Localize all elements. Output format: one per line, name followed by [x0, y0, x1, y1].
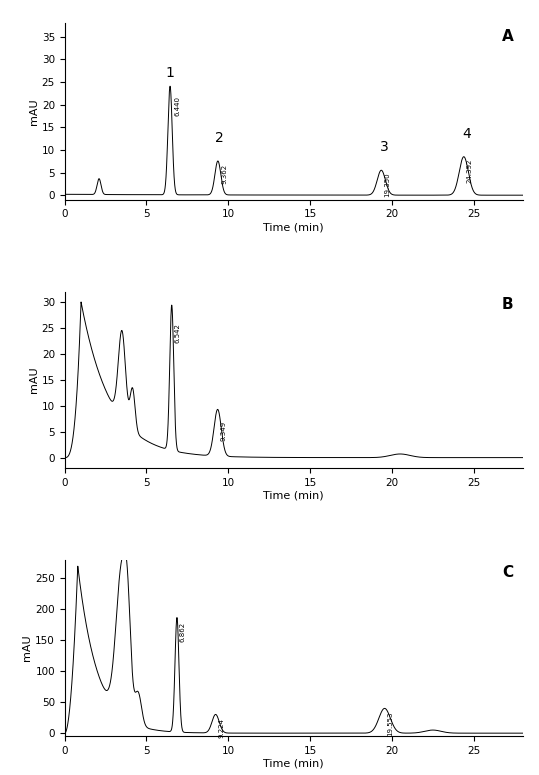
Text: 6.862: 6.862: [179, 622, 185, 642]
Text: 4: 4: [462, 127, 472, 141]
X-axis label: Time (min): Time (min): [264, 759, 324, 769]
Text: 9.349: 9.349: [220, 422, 226, 442]
Text: 6.440: 6.440: [174, 95, 180, 115]
Text: 9.362: 9.362: [221, 164, 227, 184]
Text: 19.553: 19.553: [387, 711, 393, 736]
Text: 24.392: 24.392: [466, 159, 472, 184]
Y-axis label: mAU: mAU: [29, 367, 39, 393]
Text: 19.350: 19.350: [384, 173, 391, 197]
Text: 1: 1: [165, 66, 175, 80]
Text: B: B: [502, 297, 514, 312]
Text: 9.224: 9.224: [218, 718, 224, 738]
Text: 6.542: 6.542: [174, 322, 180, 343]
Text: A: A: [502, 29, 514, 43]
Text: 2: 2: [215, 132, 224, 146]
X-axis label: Time (min): Time (min): [264, 222, 324, 232]
Y-axis label: mAU: mAU: [29, 98, 39, 125]
Text: 3: 3: [380, 140, 389, 154]
Text: C: C: [502, 565, 514, 580]
X-axis label: Time (min): Time (min): [264, 491, 324, 501]
Y-axis label: mAU: mAU: [23, 635, 32, 661]
